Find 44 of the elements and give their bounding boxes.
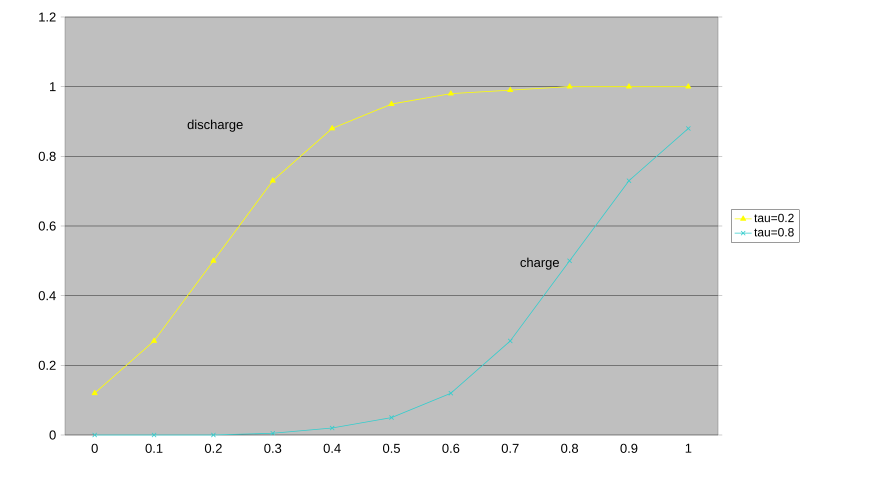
point (508, 338, 513, 344)
annotation: charge (520, 258, 559, 270)
point (210, 432, 216, 438)
point (330, 426, 335, 431)
y-tick-label: 0 (50, 430, 56, 440)
y-tick-label: 1 (50, 82, 56, 92)
x-tick-label: 0.9 (620, 444, 638, 453)
x-tick-label: 1 (686, 444, 692, 453)
x-tick-label: 0.3 (264, 444, 282, 453)
point (388, 415, 394, 420)
point (686, 126, 691, 131)
point (270, 177, 276, 183)
point (507, 86, 514, 92)
annotation: discharge (188, 120, 243, 132)
point (151, 338, 158, 343)
point (388, 100, 394, 106)
y-tick-label: 0.6 (38, 221, 56, 231)
x-tick-label: 0.1 (146, 444, 162, 453)
point (210, 257, 216, 263)
y-tick-label: 0.2 (38, 360, 56, 370)
point (92, 390, 98, 396)
x-tick-label: 0 (92, 444, 98, 453)
point (685, 83, 692, 89)
y-tick-label: 1.2 (39, 12, 56, 22)
x-tick-label: 0.4 (324, 444, 341, 453)
point (270, 430, 276, 436)
y-tick-label: 0.4 (38, 291, 56, 300)
x-tick-label: 0.5 (383, 444, 400, 453)
legend-label: tau=0.2 (754, 214, 794, 222)
point (448, 390, 454, 396)
point (92, 432, 98, 438)
x-tick-label: 0.2 (204, 444, 222, 453)
point (329, 125, 336, 130)
point (566, 83, 573, 89)
point (448, 90, 454, 96)
y-tick-label: 0.8 (38, 152, 56, 161)
point (626, 178, 632, 184)
legend-label: tau=0.8 (754, 228, 794, 236)
point (567, 258, 572, 264)
x-tick-label: 0.6 (442, 444, 460, 453)
point (152, 432, 157, 438)
point (626, 83, 632, 89)
x-tick-label: 0.8 (561, 444, 578, 453)
x-tick-label: 0.7 (502, 444, 519, 453)
